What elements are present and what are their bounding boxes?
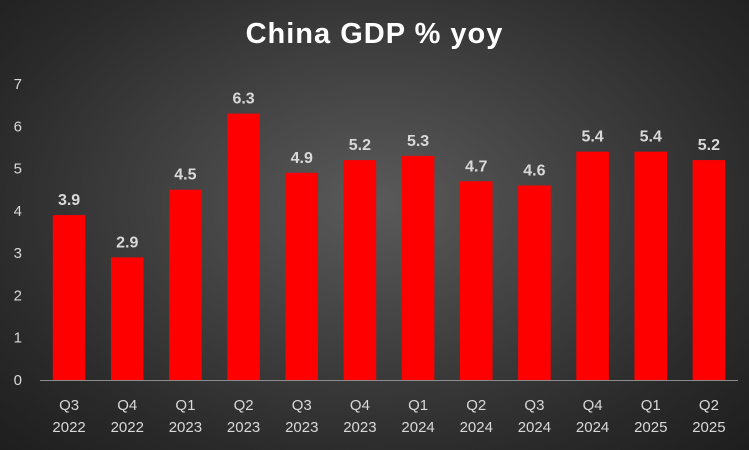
bar-7 <box>459 181 493 380</box>
data-label-0: 3.9 <box>58 192 80 209</box>
x-tick-quarter-6: Q1 <box>408 397 428 414</box>
x-tick-quarter-0: Q3 <box>59 397 79 414</box>
x-tick-year-8: 2024 <box>518 419 551 436</box>
x-axis: Q3 2022 Q4 2022 Q1 2023 Q2 2023 Q3 2023 Q4 2023 Q1 20… <box>40 380 738 436</box>
x-tick-quarter-9: Q4 <box>583 397 603 414</box>
data-label-1: 2.9 <box>116 234 138 251</box>
x-tick-year-9: 2024 <box>576 419 609 436</box>
y-tick-label-5: 5 <box>14 161 22 178</box>
x-tick-year-7: 2024 <box>460 419 493 436</box>
y-tick-label-2: 2 <box>14 287 22 304</box>
data-label-9: 5.4 <box>581 129 603 146</box>
x-tick-quarter-10: Q1 <box>641 397 661 414</box>
data-label-2: 4.5 <box>174 167 196 184</box>
y-tick-label-4: 4 <box>14 203 22 220</box>
bar-8 <box>518 185 551 380</box>
data-label-6: 5.3 <box>407 133 429 150</box>
data-label-3: 6.3 <box>232 91 254 108</box>
data-labels: 3.9 2.9 4.5 6.3 4.9 5.2 5.3 4.7 4.6 5.4 5.4 5.2 <box>58 91 720 252</box>
x-tick-quarter-2: Q1 <box>175 397 195 414</box>
bar-1 <box>110 257 144 380</box>
x-tick-quarter-11: Q2 <box>699 397 719 414</box>
data-label-8: 4.6 <box>523 162 545 179</box>
y-tick-label-7: 7 <box>14 76 22 93</box>
x-tick-year-6: 2024 <box>401 419 434 436</box>
x-tick-quarter-8: Q3 <box>524 397 544 414</box>
y-tick-label-0: 0 <box>14 372 22 389</box>
data-label-4: 4.9 <box>291 150 313 167</box>
data-label-11: 5.2 <box>698 137 720 154</box>
x-tick-quarter-4: Q3 <box>292 397 312 414</box>
bar-11 <box>692 160 726 380</box>
x-tick-quarter-1: Q4 <box>117 397 137 414</box>
y-tick-label-3: 3 <box>14 245 22 262</box>
x-tick-quarter-3: Q2 <box>234 397 254 414</box>
bar-0 <box>52 215 86 380</box>
bar-9 <box>576 151 609 380</box>
bar-2 <box>169 189 202 380</box>
x-tick-year-5: 2023 <box>343 419 376 436</box>
data-label-7: 4.7 <box>465 158 487 175</box>
x-tick-year-1: 2022 <box>111 419 144 436</box>
x-tick-quarter-5: Q4 <box>350 397 370 414</box>
bar-6 <box>401 155 435 380</box>
x-tick-year-11: 2025 <box>692 419 725 436</box>
data-label-10: 5.4 <box>640 129 662 146</box>
data-label-5: 5.2 <box>349 137 371 154</box>
x-tick-year-3: 2023 <box>227 419 260 436</box>
x-tick-year-4: 2023 <box>285 419 318 436</box>
x-tick-year-0: 2022 <box>52 419 85 436</box>
y-tick-label-1: 1 <box>14 330 22 347</box>
bar-3 <box>227 113 260 380</box>
bar-10 <box>634 151 668 380</box>
y-tick-label-6: 6 <box>14 118 22 135</box>
x-tick-year-10: 2025 <box>634 419 667 436</box>
chart-title: China GDP % yoy <box>245 18 504 50</box>
bar-5 <box>343 160 377 380</box>
x-tick-year-2: 2023 <box>169 419 202 436</box>
y-axis: 0 1 2 3 4 5 6 7 <box>14 76 22 389</box>
bar-4 <box>285 172 319 380</box>
bars <box>52 113 726 380</box>
x-tick-quarter-7: Q2 <box>466 397 486 414</box>
